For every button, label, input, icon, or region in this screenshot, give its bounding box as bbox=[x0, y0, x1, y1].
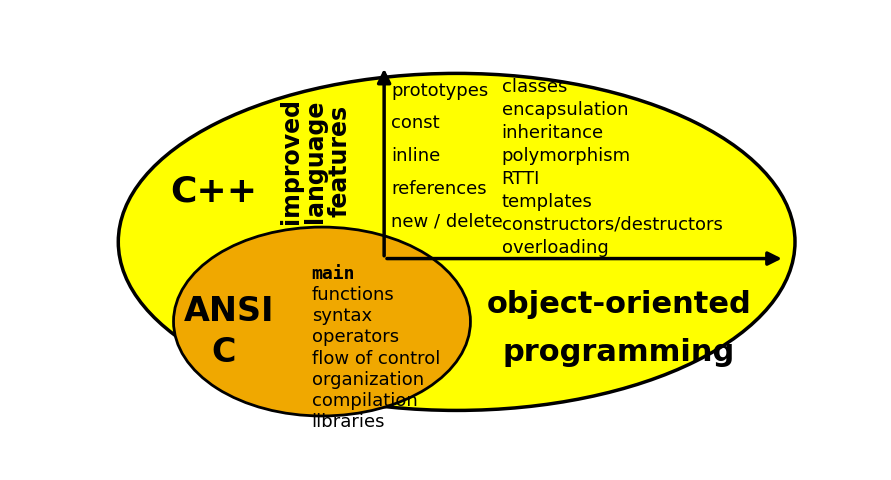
Text: syntax: syntax bbox=[312, 307, 372, 324]
Text: operators: operators bbox=[312, 328, 399, 346]
Text: compilation: compilation bbox=[312, 391, 417, 409]
Text: overloading: overloading bbox=[502, 239, 609, 256]
Text: functions: functions bbox=[312, 286, 395, 304]
Text: references: references bbox=[391, 179, 486, 197]
Text: libraries: libraries bbox=[312, 412, 385, 430]
Text: new / delete: new / delete bbox=[391, 212, 503, 230]
Text: constructors/destructors: constructors/destructors bbox=[502, 216, 723, 233]
Text: C++: C++ bbox=[170, 174, 257, 208]
Text: flow of control: flow of control bbox=[312, 349, 440, 367]
Text: encapsulation: encapsulation bbox=[502, 101, 628, 119]
Text: object-oriented: object-oriented bbox=[486, 289, 751, 318]
Text: improved
language
features: improved language features bbox=[279, 98, 351, 224]
Text: C: C bbox=[211, 335, 236, 368]
Text: inheritance: inheritance bbox=[502, 124, 603, 142]
Text: inline: inline bbox=[391, 147, 440, 165]
Text: classes: classes bbox=[502, 78, 567, 96]
Text: ANSI: ANSI bbox=[184, 294, 274, 327]
Text: RTTI: RTTI bbox=[502, 169, 540, 188]
Text: programming: programming bbox=[503, 337, 735, 366]
Text: organization: organization bbox=[312, 370, 424, 388]
Text: polymorphism: polymorphism bbox=[502, 147, 631, 165]
Ellipse shape bbox=[119, 74, 795, 410]
Text: const: const bbox=[391, 114, 439, 132]
Text: main: main bbox=[312, 264, 356, 283]
Ellipse shape bbox=[174, 228, 470, 416]
Text: prototypes: prototypes bbox=[391, 82, 488, 99]
Text: templates: templates bbox=[502, 192, 593, 210]
